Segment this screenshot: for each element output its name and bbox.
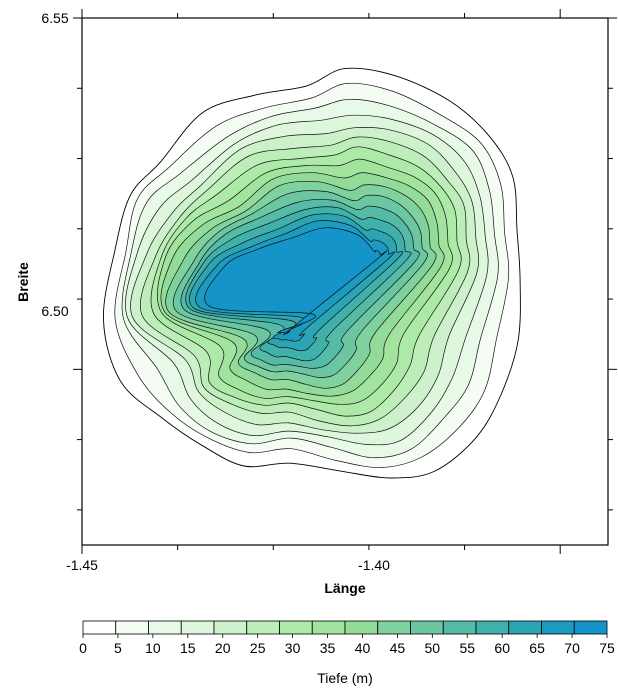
plot-frame <box>81 17 609 546</box>
colorbar-tick-label: 65 <box>529 640 545 656</box>
colorbar-tick-label: 55 <box>460 640 476 656</box>
colorbar-tick-label: 70 <box>564 640 580 656</box>
colorbar-swatch <box>475 620 510 635</box>
x-tick-label-minus-1.40: -1.40 <box>358 557 390 573</box>
colorbar-title: Tiefe (m) <box>317 670 372 686</box>
colorbar-swatch <box>377 620 411 635</box>
colorbar-swatch <box>442 620 477 635</box>
colorbar-tick-label: 25 <box>250 640 266 656</box>
colorbar-swatch <box>573 620 608 635</box>
colorbar-swatch <box>344 620 379 635</box>
axis-ticks <box>73 9 617 554</box>
colorbar-tick-label: 0 <box>79 640 87 656</box>
colorbar-swatch <box>410 620 444 635</box>
colorbar-tick-label: 45 <box>390 640 406 656</box>
colorbar-tick-label: 60 <box>494 640 510 656</box>
colorbar-tick-label: 15 <box>180 640 196 656</box>
colorbar-tick-label: 50 <box>425 640 441 656</box>
colorbar: 0 5 10 15 20 25 30 35 40 45 50 55 60 65 70 75 <box>79 620 615 656</box>
colorbar-swatch <box>508 620 542 635</box>
colorbar-swatch <box>115 620 149 635</box>
colorbar-swatch <box>148 620 182 635</box>
colorbar-tick-label: 75 <box>599 640 615 656</box>
x-tick-label-minus-1.45: -1.45 <box>66 557 98 573</box>
colorbar-swatch <box>213 620 248 635</box>
plot-area <box>103 67 521 479</box>
x-axis-title: Länge <box>324 580 365 596</box>
colorbar-swatch <box>180 620 215 635</box>
colorbar-swatch <box>246 620 280 635</box>
colorbar-tick-label: 20 <box>215 640 231 656</box>
colorbar-tick-label: 40 <box>355 640 371 656</box>
colorbar-tick-label: 10 <box>145 640 161 656</box>
depth-contour-75m <box>204 227 388 336</box>
y-axis-title: Breite <box>15 262 31 302</box>
y-tick-label-6.55: 6.55 <box>41 10 68 26</box>
colorbar-tick-label: 35 <box>320 640 336 656</box>
colorbar-tick-label: 5 <box>114 640 122 656</box>
colorbar-swatch <box>279 620 313 635</box>
colorbar-tick-label: 30 <box>285 640 301 656</box>
colorbar-swatch <box>541 620 575 635</box>
y-tick-label-6.50: 6.50 <box>41 303 68 319</box>
colorbar-swatch <box>82 620 117 635</box>
colorbar-swatch <box>311 620 346 635</box>
